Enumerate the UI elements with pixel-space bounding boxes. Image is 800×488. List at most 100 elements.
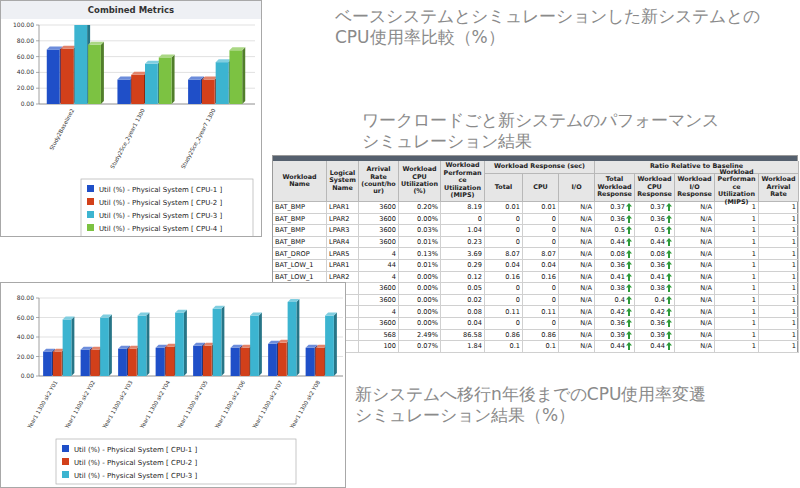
table-cell: 1 <box>759 318 799 330</box>
bar <box>61 49 74 104</box>
column-header: Logical System Name <box>327 161 359 202</box>
up-arrow-shape <box>626 284 632 292</box>
cell-text: 0.01 <box>541 203 556 211</box>
table-cell: 1 <box>759 260 799 272</box>
cell-text: 8.19 <box>467 203 482 211</box>
table-cell: 0.04 <box>441 318 485 330</box>
legend-swatch <box>62 458 69 465</box>
table-cell: N/A <box>559 202 595 214</box>
table-cell: N/A <box>675 248 715 260</box>
tick-mark <box>36 56 39 57</box>
up-arrow-shape <box>666 331 672 339</box>
table-cell: 1.84 <box>441 341 485 353</box>
column-header: Arrival Rate (count/hour) <box>359 161 399 202</box>
bar <box>193 346 202 376</box>
up-arrow <box>666 261 672 269</box>
table-cell: 0.38 <box>635 283 675 295</box>
table-cell: 0.00% <box>399 283 441 295</box>
legend-label: Util (%) - Physical System [ CPU-2 ] <box>74 459 197 467</box>
cell-text: LPAR1 <box>329 261 350 269</box>
table-cell: N/A <box>675 295 715 307</box>
table-cell: 8.19 <box>441 202 485 214</box>
cell-text: N/A <box>700 215 712 223</box>
cell-text: 3600 <box>379 319 396 327</box>
cell-text: 1 <box>752 319 756 327</box>
tick-label: 60.00 <box>17 314 34 321</box>
cell-text: 0.86 <box>505 331 520 339</box>
table: Workload Response (sec)Ratio Relative to… <box>272 155 798 353</box>
cell-text: 0 <box>552 226 556 234</box>
cell-text: LPAR5 <box>329 250 350 258</box>
table-cell: LPAR3 <box>327 225 359 237</box>
cell-text: N/A <box>580 215 592 223</box>
cell-text: 0.01 <box>505 203 520 211</box>
table-cell: 0.36 <box>635 318 675 330</box>
cell-text: 1 <box>792 308 796 316</box>
legend-label: Util (%) - Physical System [ CPU-3 ] <box>99 212 222 220</box>
up-arrow <box>666 319 672 327</box>
table-cell: 4 <box>359 272 399 284</box>
cell-text: LPAR2 <box>329 273 350 281</box>
table-cell: 0.1 <box>485 341 523 353</box>
cell-text: BAT_LOW_1 <box>275 273 314 281</box>
category-label: Year1 1300 sk2 Y02 <box>63 380 96 431</box>
tick-mark <box>36 88 39 89</box>
cell-text: 0.04 <box>541 261 556 269</box>
legend-box <box>81 179 253 236</box>
table-cell: 0.08 <box>635 248 675 260</box>
cell-text: 1 <box>792 250 796 258</box>
cell-text: 1.84 <box>467 342 482 350</box>
table-cell: 0.1 <box>523 341 559 353</box>
up-arrow-shape <box>666 238 672 246</box>
category-label: Year1 1300 sk2 Y05 <box>176 379 209 430</box>
bar-top <box>118 346 130 349</box>
bar <box>63 319 72 376</box>
bar-side <box>101 42 104 104</box>
cell-text: N/A <box>580 308 592 316</box>
table-cell: 0 <box>441 214 485 226</box>
table-cell: 568 <box>359 330 399 342</box>
cell-text: 0 <box>552 319 556 327</box>
table-cell: 0.41 <box>595 272 635 284</box>
cell-text: N/A <box>700 308 712 316</box>
table-cell: 0.4 <box>595 295 635 307</box>
legend-swatch <box>87 185 94 192</box>
cell-text: 0.38 <box>610 284 625 292</box>
cell-text: 1 <box>752 308 756 316</box>
cell-text: 86.58 <box>463 331 482 339</box>
table-cell: 0.02 <box>441 295 485 307</box>
bar <box>231 348 240 376</box>
cell-text: 0.05 <box>467 284 482 292</box>
cell-text: 0.04 <box>467 319 482 327</box>
cell-text: 2.49% <box>417 331 438 339</box>
bar <box>145 64 158 104</box>
cell-text: N/A <box>580 284 592 292</box>
bars <box>43 299 337 376</box>
up-arrow-shape <box>666 273 672 281</box>
cell-text: BAT_BMP <box>275 226 305 234</box>
up-arrow <box>666 331 672 339</box>
bar <box>288 302 297 376</box>
table-cell: N/A <box>675 202 715 214</box>
cell-text: 3600 <box>379 284 396 292</box>
column-header: Total <box>485 174 523 202</box>
cell-text: 0.11 <box>541 308 556 316</box>
cell-text: N/A <box>580 203 592 211</box>
cell-text: 1 <box>792 342 796 350</box>
bar-side <box>242 47 245 104</box>
table-cell: N/A <box>559 272 595 284</box>
up-arrow <box>626 238 632 246</box>
table-cell: 0 <box>523 318 559 330</box>
cell-text: N/A <box>580 331 592 339</box>
table-cell: 1 <box>715 306 759 318</box>
cell-text: 0.03% <box>417 226 438 234</box>
bar <box>250 316 259 376</box>
table-cell: 1 <box>715 318 759 330</box>
tick-mark <box>36 317 39 318</box>
tick-mark <box>36 356 39 357</box>
bar <box>306 348 315 376</box>
caption-line: 新システムへ移行n年後までのCPU使用率変遷 <box>355 384 706 405</box>
cell-text: 0.00% <box>417 273 438 281</box>
table-cell: 0 <box>523 283 559 295</box>
up-arrow <box>666 296 672 304</box>
